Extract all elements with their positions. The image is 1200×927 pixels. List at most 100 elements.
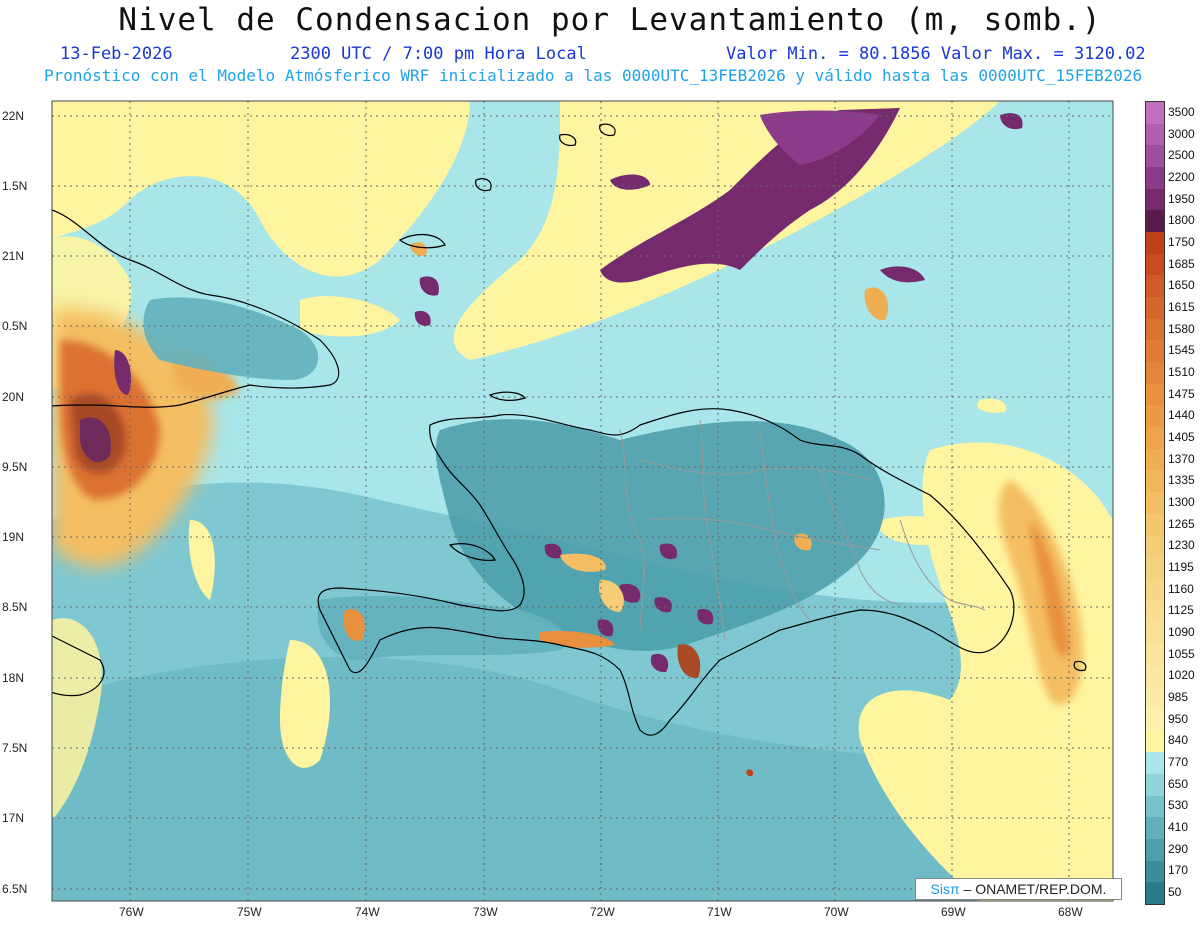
legend-swatch [1146, 448, 1164, 471]
legend-swatch [1146, 210, 1164, 233]
lat-label: 0.5N [2, 319, 28, 333]
legend-label: 1020 [1168, 668, 1195, 683]
legend-swatch [1146, 600, 1164, 623]
legend-swatch [1146, 232, 1164, 255]
lat-label: 6.5N [2, 882, 28, 896]
lat-label: 8.5N [2, 600, 28, 614]
legend-label: 1335 [1168, 473, 1195, 488]
legend-swatch [1146, 752, 1164, 775]
legend-swatch [1146, 123, 1164, 146]
lat-label: 7.5N [2, 741, 28, 755]
lat-label: 17N [2, 811, 25, 825]
lat-label: 1.5N [2, 179, 28, 193]
lon-label: 76W [119, 905, 144, 919]
legend-swatch [1146, 405, 1164, 428]
lon-label: 68W [1058, 905, 1083, 919]
graticule [52, 101, 1113, 901]
legend-label: 3000 [1168, 126, 1195, 141]
legend-label: 1510 [1168, 364, 1195, 379]
legend-swatch [1146, 882, 1164, 905]
coastlines [52, 123, 1087, 736]
legend-swatch [1146, 362, 1164, 385]
credit-text: – ONAMET/REP.DOM. [963, 881, 1107, 897]
legend-label: 170 [1168, 863, 1189, 878]
value-range: Valor Min. = 80.1856 Valor Max. = 3120.0… [726, 44, 1146, 64]
legend-label: 2500 [1168, 148, 1195, 163]
legend-swatch [1146, 773, 1164, 797]
legend-swatch [1146, 578, 1164, 602]
legend-swatch [1146, 557, 1164, 580]
lon-label: 74W [355, 905, 380, 919]
lat-label: 9.5N [2, 460, 28, 474]
hispaniola-interior [435, 419, 885, 651]
legend-swatch [1146, 102, 1164, 125]
legend-swatch [1146, 318, 1164, 341]
legend-label: 1055 [1168, 646, 1195, 661]
legend-label: 1195 [1168, 560, 1194, 575]
lon-label: 69W [941, 905, 966, 919]
legend-label: 1300 [1168, 495, 1195, 509]
legend-label: 1265 [1168, 516, 1195, 531]
lat-label: 20N [2, 390, 25, 404]
lat-label: 21N [2, 249, 25, 263]
legend-label: 1370 [1168, 451, 1195, 466]
lat-label: 22N [2, 109, 25, 123]
legend-swatch [1146, 860, 1164, 883]
legend-label: 1800 [1168, 213, 1195, 228]
legend-swatch [1146, 275, 1164, 298]
legend-label: 1685 [1168, 256, 1195, 271]
legend-label: 985 [1168, 690, 1189, 705]
legend-swatch [1146, 622, 1164, 645]
lon-label: 73W [473, 905, 498, 919]
legend-label: 1440 [1168, 408, 1195, 423]
legend-label: 1615 [1168, 299, 1195, 314]
legend-label: 1750 [1168, 234, 1195, 249]
lat-label: 18N [2, 671, 25, 685]
legend-swatch [1146, 383, 1164, 406]
legend-label: 950 [1168, 711, 1189, 726]
lon-label: 75W [237, 905, 262, 919]
province-borders [619, 419, 986, 641]
legend-swatch [1146, 513, 1164, 536]
legend-swatch [1146, 427, 1164, 450]
map-title: Nivel de Condensacion por Levantamiento … [118, 2, 1102, 38]
legend-swatch [1146, 145, 1164, 168]
legend-label: 840 [1168, 733, 1189, 748]
legend-label: 290 [1168, 841, 1189, 856]
legend-swatch [1146, 340, 1164, 363]
credit-brand: Sisπ [930, 881, 960, 897]
legend-label: 1650 [1168, 278, 1195, 293]
legend-label: 1580 [1168, 321, 1195, 336]
color-legend [1145, 101, 1165, 905]
legend-swatch [1146, 470, 1164, 493]
legend-label: 410 [1168, 820, 1189, 835]
legend-swatch [1146, 665, 1164, 688]
legend-label: 1475 [1168, 386, 1195, 401]
forecast-date: 13-Feb-2026 [60, 44, 173, 64]
legend-label: 1405 [1168, 429, 1195, 444]
legend-swatch [1146, 253, 1164, 276]
lon-label: 70W [824, 905, 849, 919]
legend-swatch [1146, 188, 1164, 211]
legend-label: 1230 [1168, 538, 1195, 553]
legend-label: 1090 [1168, 625, 1195, 640]
legend-swatch [1146, 167, 1164, 190]
legend-label: 1125 [1168, 603, 1194, 618]
legend-swatch [1146, 817, 1164, 840]
legend-label: 1545 [1168, 343, 1195, 358]
legend-label: 770 [1168, 755, 1189, 770]
lon-label: 72W [590, 905, 615, 919]
model-info: Pronóstico con el Modelo Atmósferico WRF… [44, 66, 1143, 85]
legend-swatch [1146, 795, 1164, 818]
legend-label: 1160 [1168, 581, 1194, 596]
legend-swatch [1146, 535, 1164, 558]
legend-label: 650 [1168, 776, 1189, 791]
legend-swatch [1146, 297, 1164, 320]
credit-box: Sisπ – ONAMET/REP.DOM. [915, 878, 1122, 900]
legend-label: 2200 [1168, 169, 1195, 184]
legend-label: 530 [1168, 798, 1189, 813]
legend-label: 3500 [1168, 104, 1195, 119]
legend-swatch [1146, 730, 1164, 753]
forecast-time: 2300 UTC / 7:00 pm Hora Local [290, 44, 587, 64]
